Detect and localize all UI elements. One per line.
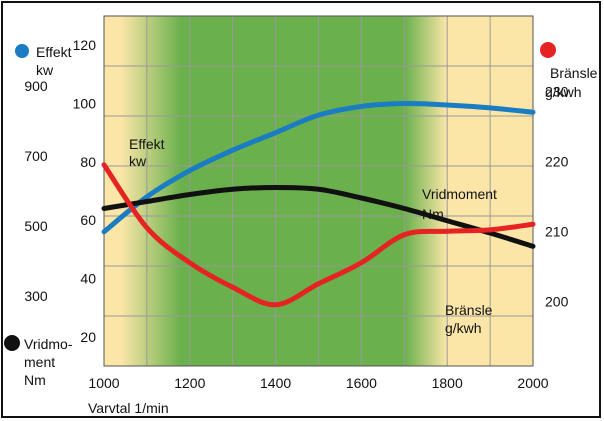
fuel-tick-label: 220	[545, 153, 569, 169]
torque-series-unit: Nm	[422, 206, 444, 222]
power-tick-label: 40	[80, 271, 96, 287]
x-tick-label: 1400	[260, 375, 291, 391]
power-axis-title: Effekt	[36, 44, 72, 60]
torque-axis-title-line-1: Vridmo-	[24, 336, 73, 352]
x-tick-label: 1600	[346, 375, 377, 391]
torque-tick-label: 900	[24, 78, 48, 94]
x-tick-label: 1200	[174, 375, 205, 391]
fuel-series-unit: g/kwh	[445, 320, 482, 336]
series-line-power	[101, 100, 536, 235]
torque-axis-unit: Nm	[24, 372, 46, 388]
power-legend-marker	[15, 44, 29, 58]
series-line-fuel	[101, 162, 536, 308]
torque-tick-label: 700	[24, 148, 48, 164]
power-tick-label: 80	[80, 154, 96, 170]
torque-legend-marker	[4, 335, 20, 351]
fuel-tick-label: 200	[545, 293, 569, 309]
torque-axis-title-line-2: ment	[24, 354, 55, 370]
power-axis-unit: kw	[36, 62, 54, 78]
torque-tick-label: 300	[24, 288, 48, 304]
x-tick-label: 1800	[432, 375, 463, 391]
fuel-tick-label: 210	[545, 223, 569, 239]
x-tick-label: 1000	[88, 375, 119, 391]
fuel-axis-unit: g/kwh	[545, 84, 582, 100]
power-tick-label: 60	[80, 212, 96, 228]
fuel-series-label: Bränsle	[445, 302, 493, 318]
power-tick-label: 20	[80, 329, 96, 345]
power-tick-label: 120	[73, 37, 97, 53]
power-series-unit: kw	[129, 153, 147, 169]
x-tick-label: 2000	[517, 375, 548, 391]
series-line-torque	[101, 185, 536, 249]
power-series-label: Effekt	[129, 136, 165, 152]
fuel-axis-title: Bränsle	[550, 65, 598, 81]
x-axis-title: Varvtal 1/min	[88, 400, 169, 416]
plot-border	[103, 15, 534, 367]
power-tick-label: 100	[73, 96, 97, 112]
torque-tick-label: 500	[24, 218, 48, 234]
fuel-tick-label: 230	[545, 83, 569, 99]
torque-series-label: Vridmoment	[422, 186, 497, 202]
fuel-legend-marker	[540, 42, 556, 58]
